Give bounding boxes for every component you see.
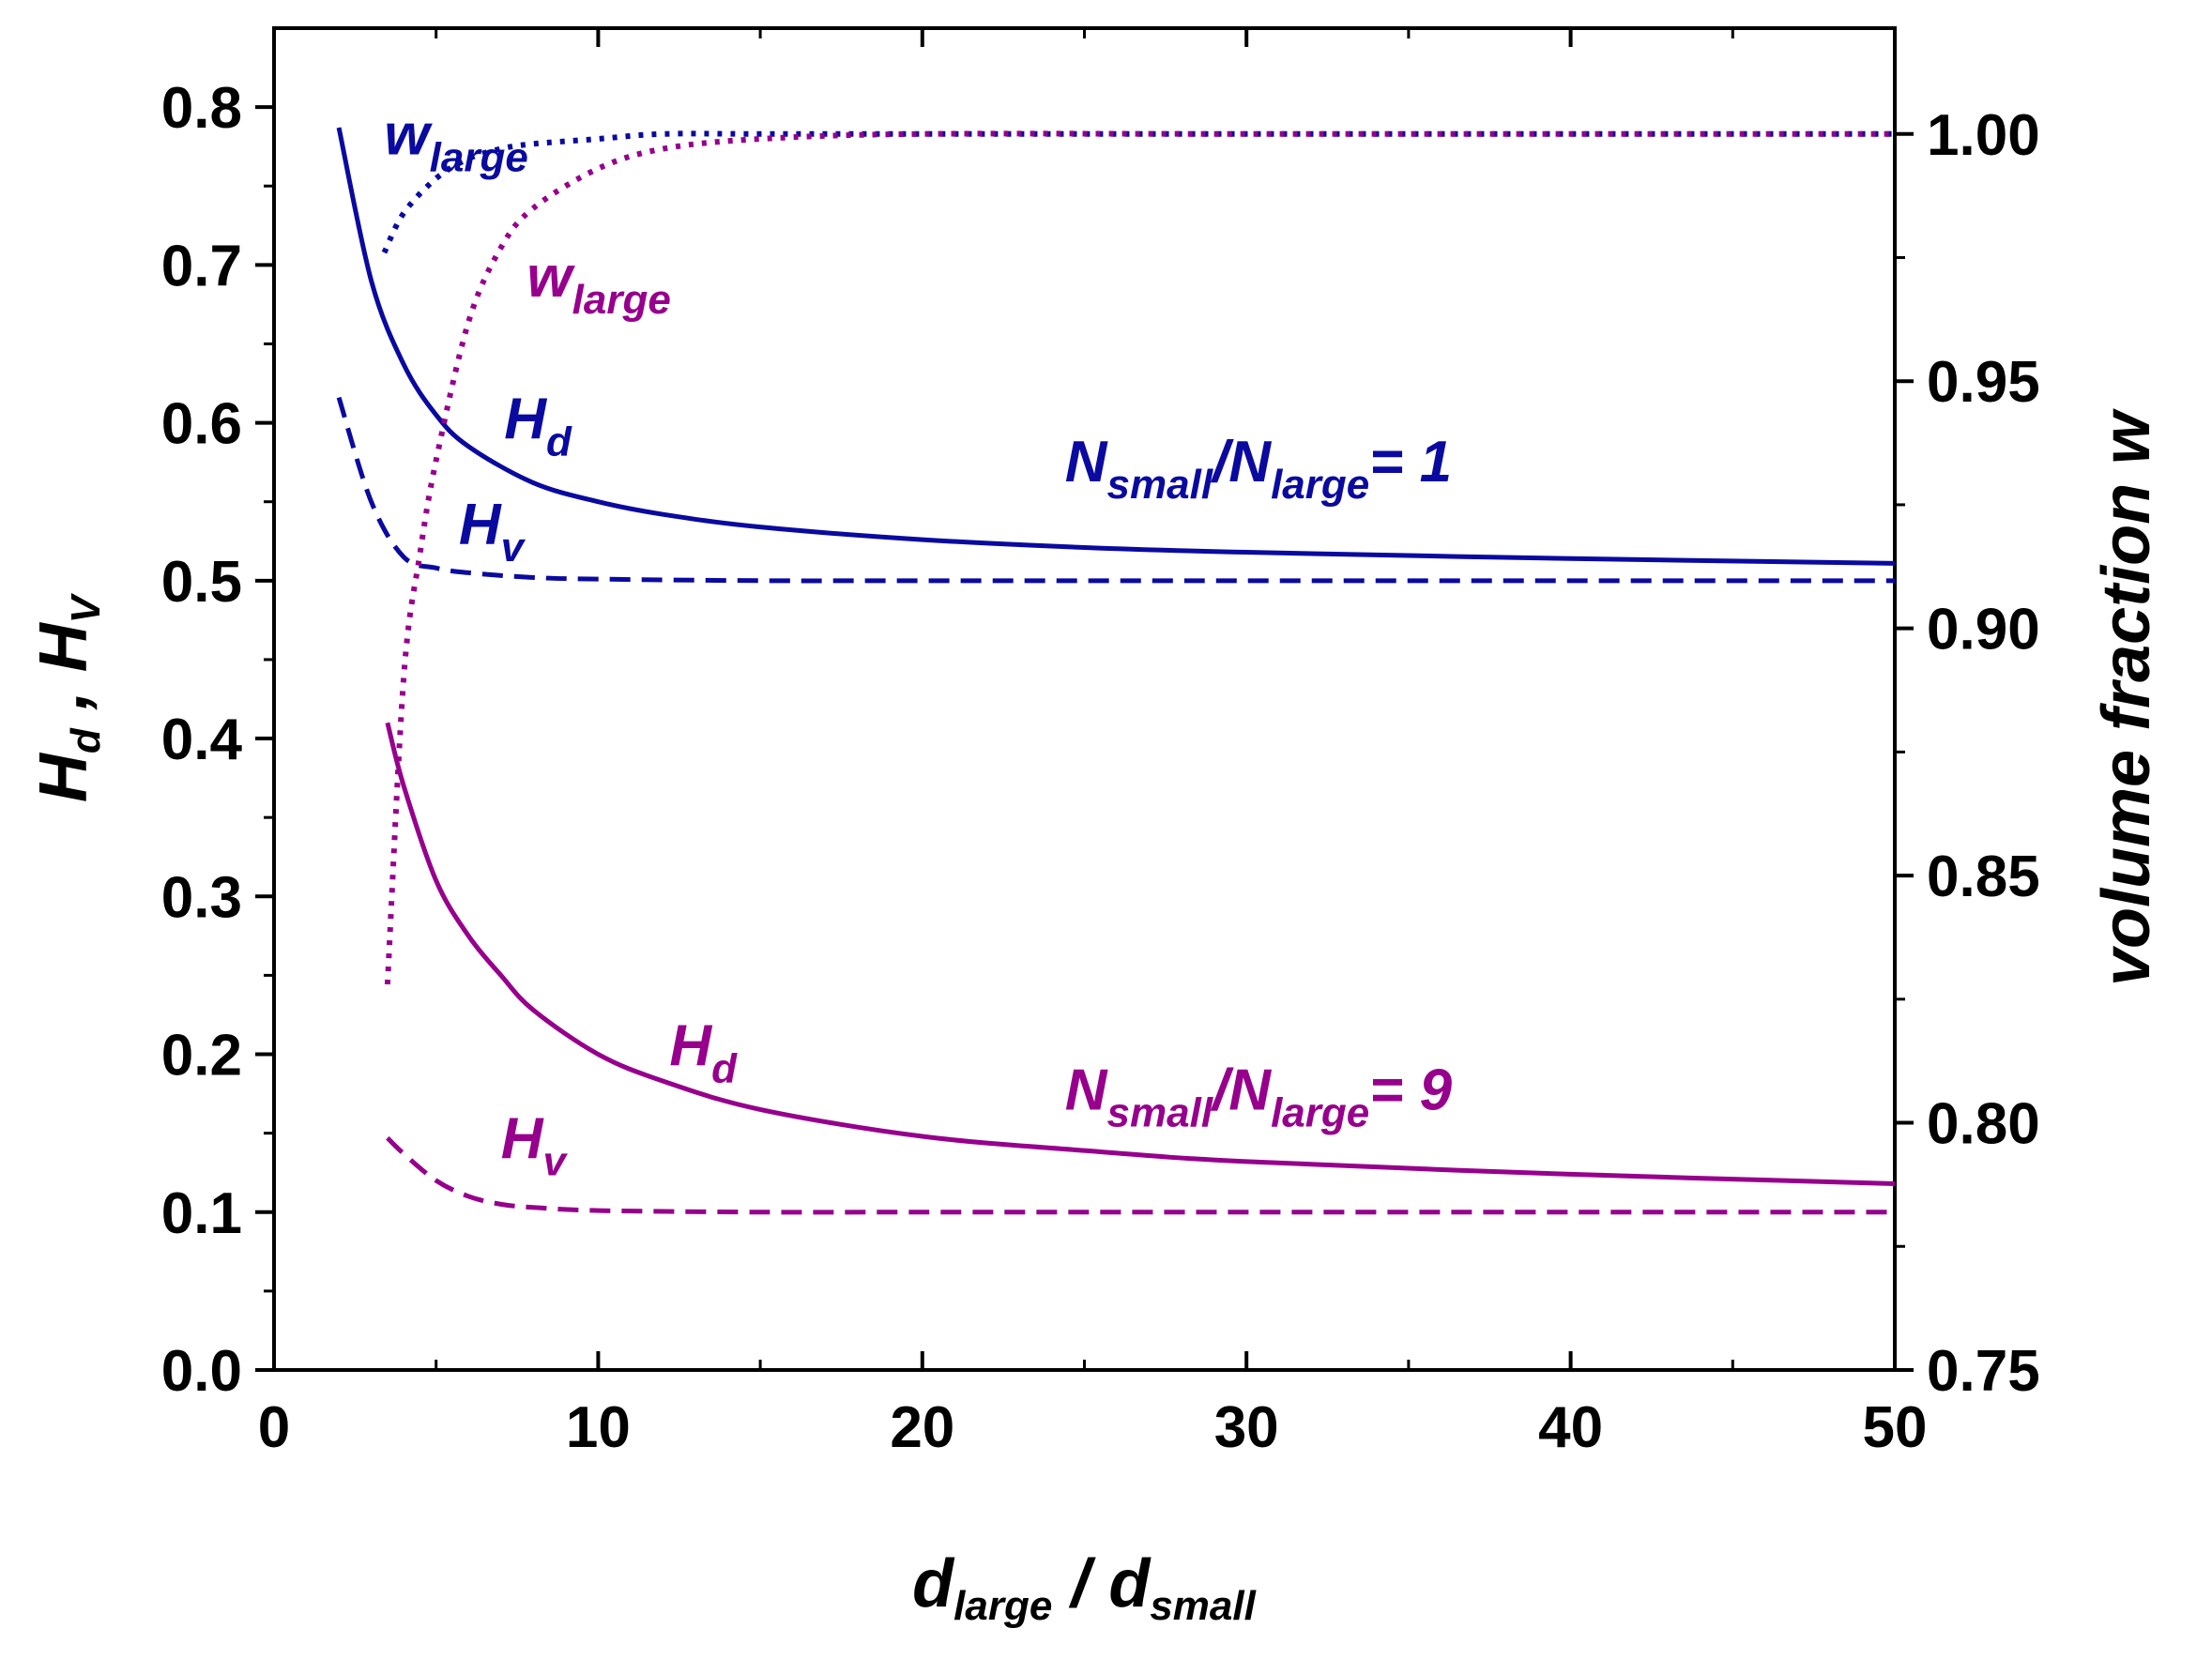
axis-ticks: 0 10 20 30 40 50 0.0 0.1 0.2 0.3 0.4 0.5 0.6 0.7 0.8 0.… (161, 28, 2040, 1460)
x-axis-label: dlarge / dsmall (912, 1546, 1256, 1629)
annotation-ratio-purple: Nsmall/Nlarge= 9 (1065, 1058, 1453, 1135)
y-left-tick-label: 0.1 (161, 1181, 242, 1246)
x-tick-label: 10 (566, 1395, 631, 1460)
y-left-tick-label: 0.8 (161, 76, 242, 141)
y-left-tick-label: 0.6 (161, 392, 242, 457)
series-line-1 (336, 396, 1895, 584)
x-axis-label-sub-small: small (1150, 1583, 1256, 1629)
annotations: wlarge wlarge Hd Hv Nsmall/Nlarge= 1 Hd Hv Nsma… (384, 103, 1452, 1185)
y-left-tick-label: 0.4 (161, 708, 243, 772)
series-line-3 (385, 722, 1896, 1186)
series-line-4 (386, 1135, 1895, 1215)
annotation-hd-purple: Hd (669, 1013, 738, 1091)
y-left-tick-label: 0.0 (161, 1339, 242, 1404)
y-left-label-a-sub: d (63, 727, 109, 753)
y-axis-left-label: Hd , HV (26, 592, 109, 802)
y-right-tick-label: 0.90 (1927, 598, 2040, 662)
x-tick-label: 50 (1863, 1395, 1928, 1460)
y-right-tick-label: 0.85 (1927, 845, 2040, 909)
x-tick-label: 0 (258, 1395, 290, 1460)
series-line-0 (336, 127, 1896, 566)
y-left-label-a: H (26, 752, 101, 802)
x-tick-label: 40 (1538, 1395, 1603, 1460)
y-left-label-sep: , (26, 672, 101, 728)
annotation-hd-blue: Hd (504, 387, 572, 464)
y-left-tick-label: 0.5 (161, 550, 242, 615)
x-axis-label-main2: d (1108, 1546, 1152, 1621)
x-tick-label: 30 (1214, 1395, 1279, 1460)
y-right-tick-label: 0.80 (1927, 1092, 2040, 1157)
y-right-tick-label: 0.95 (1927, 350, 2040, 415)
x-axis-label-main: d (912, 1546, 955, 1621)
annotation-hv-purple: Hv (501, 1107, 569, 1185)
y-left-label-b-sub: V (63, 592, 109, 623)
y-left-tick-label: 0.2 (161, 1024, 242, 1088)
annotation-ratio-blue: Nsmall/Nlarge= 1 (1065, 430, 1452, 508)
y-axis-right-label: volume fraction w (2089, 408, 2164, 986)
y-left-label-b: H (26, 621, 101, 672)
y-right-tick-label: 0.75 (1927, 1339, 2040, 1404)
y-left-tick-label: 0.3 (161, 865, 242, 930)
x-axis-label-sep: / (1052, 1546, 1108, 1621)
y-right-tick-label: 1.00 (1927, 103, 2040, 168)
x-tick-label: 20 (890, 1395, 954, 1460)
annotation-w-large-purple: wlarge (526, 245, 670, 323)
series-lines (336, 127, 1896, 1215)
y-left-tick-label: 0.7 (161, 234, 242, 298)
x-axis-label-sub-large: large (953, 1583, 1052, 1629)
annotation-hv-blue: Hv (459, 493, 526, 571)
annotation-w-large-blue: wlarge (384, 103, 527, 181)
